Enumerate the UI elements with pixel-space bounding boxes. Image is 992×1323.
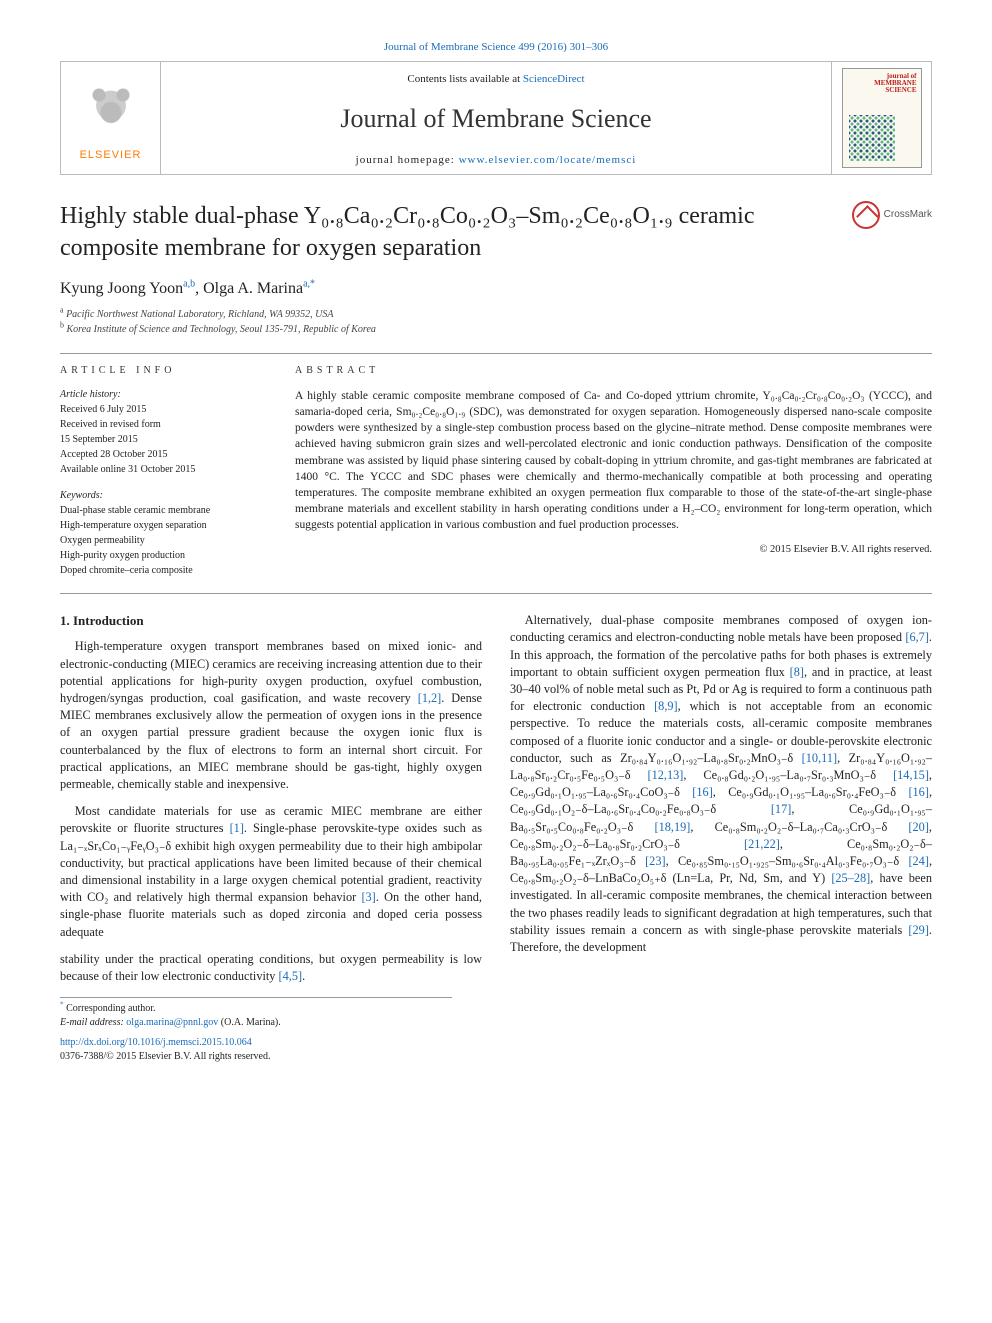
online-date: Available online 31 October 2015 bbox=[60, 463, 265, 477]
ref-17[interactable]: [17] bbox=[771, 802, 792, 816]
ref-16b[interactable]: [16] bbox=[908, 785, 929, 799]
email-tail: (O.A. Marina). bbox=[218, 1017, 280, 1028]
p3-h: , Ce₀.₉Gd₀.₁O₁.₉₅–La₀.₆Sr₀.₄FeO₃₋δ bbox=[713, 785, 909, 799]
intro-p2: Most candidate materials for use as cera… bbox=[60, 803, 482, 941]
keyword-1: Dual-phase stable ceramic membrane bbox=[60, 504, 265, 518]
ref-14-15[interactable]: [14,15] bbox=[893, 768, 929, 782]
ref-12-13[interactable]: [12,13] bbox=[648, 768, 684, 782]
ref-16a[interactable]: [16] bbox=[692, 785, 713, 799]
revised-line1: Received in revised form bbox=[60, 418, 265, 432]
keyword-5: Doped chromite–ceria composite bbox=[60, 564, 265, 578]
revised-line2: 15 September 2015 bbox=[60, 433, 265, 447]
history-label: Article history: bbox=[60, 388, 265, 402]
article-info-heading: article info bbox=[60, 364, 265, 378]
ref-25-28[interactable]: [25–28] bbox=[831, 871, 870, 885]
journal-cover-thumb: journal of MEMBRANE SCIENCE bbox=[842, 68, 922, 168]
ref-1[interactable]: [1] bbox=[230, 821, 244, 835]
ref-21-22[interactable]: [21,22] bbox=[744, 837, 780, 851]
ref-29[interactable]: [29] bbox=[908, 923, 929, 937]
cover-art-icon bbox=[849, 115, 895, 161]
ref-18-19[interactable]: [18,19] bbox=[654, 820, 690, 834]
abstract-block: abstract A highly stable ceramic composi… bbox=[295, 364, 932, 579]
section-heading-1: 1. Introduction bbox=[60, 612, 482, 630]
homepage-prefix: journal homepage: bbox=[356, 154, 459, 166]
author-2: Olga A. Marina bbox=[203, 280, 303, 297]
intro-p2-cont: stability under the practical operating … bbox=[60, 951, 482, 985]
email-label: E-mail address: bbox=[60, 1017, 126, 1028]
keyword-3: Oxygen permeability bbox=[60, 534, 265, 548]
authors-line: Kyung Joong Yoona,b, Olga A. Marinaa,* bbox=[60, 278, 932, 300]
author-1-affil[interactable]: a,b bbox=[183, 278, 195, 289]
doi-issn-block: http://dx.doi.org/10.1016/j.memsci.2015.… bbox=[60, 1036, 932, 1064]
article-title: Highly stable dual-phase Y₀.₈Ca₀.₂Cr₀.₈C… bbox=[60, 201, 838, 263]
elsevier-logo-cell: ELSEVIER bbox=[61, 62, 161, 174]
crossmark-badge[interactable]: CrossMark bbox=[852, 201, 932, 229]
article-info-block: article info Article history: Received 6… bbox=[60, 364, 265, 579]
doi-link[interactable]: http://dx.doi.org/10.1016/j.memsci.2015.… bbox=[60, 1037, 252, 1048]
affil-a-text: Pacific Northwest National Laboratory, R… bbox=[64, 309, 334, 320]
copyright-line: © 2015 Elsevier B.V. All rights reserved… bbox=[295, 543, 932, 558]
affiliation-a: a Pacific Northwest National Laboratory,… bbox=[60, 308, 932, 322]
p3-k: , Ce₀.₈Sm₀.₂O₂₋δ–La₀.₇Ca₀.₃CrO₃₋δ bbox=[690, 820, 908, 834]
p2d-a: stability under the practical operating … bbox=[60, 952, 482, 983]
rule-1 bbox=[60, 353, 932, 354]
intro-p3: Alternatively, dual-phase composite memb… bbox=[510, 612, 932, 956]
header-center: Contents lists available at ScienceDirec… bbox=[161, 62, 831, 174]
cover-cell: journal of MEMBRANE SCIENCE bbox=[831, 62, 931, 174]
elsevier-wordmark: ELSEVIER bbox=[80, 148, 142, 163]
accepted-date: Accepted 28 October 2015 bbox=[60, 448, 265, 462]
sciencedirect-link[interactable]: ScienceDirect bbox=[523, 73, 585, 85]
ref-8-9[interactable]: [8,9] bbox=[654, 699, 678, 713]
crossmark-label: CrossMark bbox=[884, 208, 932, 222]
received-date: Received 6 July 2015 bbox=[60, 403, 265, 417]
p1-b: . Dense MIEC membranes exclusively allow… bbox=[60, 691, 482, 791]
author-2-affil[interactable]: a, bbox=[303, 278, 310, 289]
ref-8[interactable]: [8] bbox=[790, 665, 804, 679]
ref-23[interactable]: [23] bbox=[645, 854, 666, 868]
author-sep: , bbox=[195, 280, 203, 297]
footnote-star-icon: * bbox=[60, 1001, 64, 1009]
ref-20[interactable]: [20] bbox=[908, 820, 929, 834]
homepage-link[interactable]: www.elsevier.com/locate/memsci bbox=[459, 154, 637, 166]
footnote-block: * Corresponding author. E-mail address: … bbox=[60, 997, 452, 1030]
ref-4-5[interactable]: [4,5] bbox=[279, 969, 303, 983]
keyword-2: High-temperature oxygen separation bbox=[60, 519, 265, 533]
ref-3[interactable]: [3] bbox=[361, 890, 375, 904]
affiliation-b: b Korea Institute of Science and Technol… bbox=[60, 323, 932, 337]
top-citation-link[interactable]: Journal of Membrane Science 499 (2016) 3… bbox=[384, 41, 608, 53]
rule-2 bbox=[60, 593, 932, 594]
keyword-4: High-purity oxygen production bbox=[60, 549, 265, 563]
body-columns: 1. Introduction High-temperature oxygen … bbox=[60, 612, 932, 985]
email-link[interactable]: olga.marina@pnnl.gov bbox=[126, 1017, 218, 1028]
top-citation: Journal of Membrane Science 499 (2016) 3… bbox=[60, 40, 932, 55]
author-1: Kyung Joong Yoon bbox=[60, 280, 183, 297]
p3-f: , Ce₀.₈Gd₀.₂O₁.₉₅–La₀.₇Sr₀.₃MnO₃₋δ bbox=[683, 768, 893, 782]
journal-header: ELSEVIER Contents lists available at Sci… bbox=[60, 61, 932, 175]
keywords-label: Keywords: bbox=[60, 489, 265, 503]
affil-b-text: Korea Institute of Science and Technolog… bbox=[64, 324, 376, 335]
elsevier-tree-icon bbox=[81, 74, 141, 144]
p3-n: , Ce₀.₈₅Sm₀.₁₅O₁.₉₂₅–Sm₀.₆Sr₀.₄Al₀.₃Fe₀.… bbox=[666, 854, 909, 868]
email-line: E-mail address: olga.marina@pnnl.gov (O.… bbox=[60, 1016, 452, 1030]
ref-6-7[interactable]: [6,7] bbox=[905, 630, 929, 644]
corr-author-note: * Corresponding author. bbox=[60, 1002, 452, 1016]
homepage-line: journal homepage: www.elsevier.com/locat… bbox=[169, 153, 823, 168]
corr-label: Corresponding author. bbox=[66, 1003, 155, 1014]
contents-line: Contents lists available at ScienceDirec… bbox=[169, 72, 823, 87]
ref-24[interactable]: [24] bbox=[908, 854, 929, 868]
contents-prefix: Contents lists available at bbox=[407, 73, 522, 85]
ref-1-2[interactable]: [1,2] bbox=[418, 691, 442, 705]
cover-line3: SCIENCE bbox=[847, 87, 917, 94]
crossmark-icon bbox=[852, 201, 880, 229]
abstract-text: A highly stable ceramic composite membra… bbox=[295, 388, 932, 533]
intro-p1: High-temperature oxygen transport membra… bbox=[60, 638, 482, 793]
abstract-heading: abstract bbox=[295, 364, 932, 378]
issn-line: 0376-7388/© 2015 Elsevier B.V. All right… bbox=[60, 1051, 270, 1062]
p3-a: Alternatively, dual-phase composite memb… bbox=[510, 613, 932, 644]
p2d-b: . bbox=[302, 969, 305, 983]
ref-10-11[interactable]: [10,11] bbox=[802, 751, 837, 765]
journal-title: Journal of Membrane Science bbox=[169, 101, 823, 137]
corr-star[interactable]: * bbox=[310, 278, 315, 289]
